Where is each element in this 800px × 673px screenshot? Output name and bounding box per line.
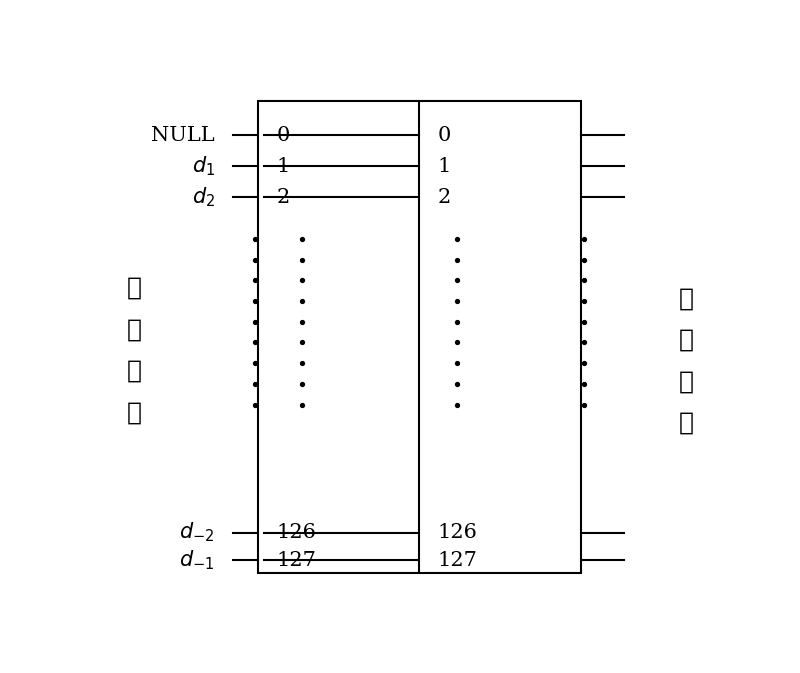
Text: 2: 2 [438,188,451,207]
Text: 时: 时 [678,287,694,310]
Text: $d_{-1}$: $d_{-1}$ [179,548,214,572]
Text: 域: 域 [126,318,142,341]
Text: 126: 126 [438,523,478,542]
Text: $d_1$: $d_1$ [191,155,214,178]
Text: 127: 127 [277,551,317,569]
Bar [258,102,581,573]
Text: $d_2$: $d_2$ [191,186,214,209]
Text: $d_{-2}$: $d_{-2}$ [179,521,214,544]
Text: NULL: NULL [151,126,214,145]
Text: 0: 0 [277,126,290,145]
Text: 出: 出 [678,411,694,435]
Text: 输: 输 [126,359,142,383]
Text: 126: 126 [277,523,317,542]
Text: 1: 1 [438,157,451,176]
Text: 入: 入 [126,400,142,425]
Text: 127: 127 [438,551,478,569]
Text: 1: 1 [277,157,290,176]
Text: 域: 域 [678,328,694,352]
Text: 频: 频 [126,276,142,300]
Text: 2: 2 [277,188,290,207]
Text: 0: 0 [438,126,451,145]
Text: 输: 输 [678,369,694,393]
